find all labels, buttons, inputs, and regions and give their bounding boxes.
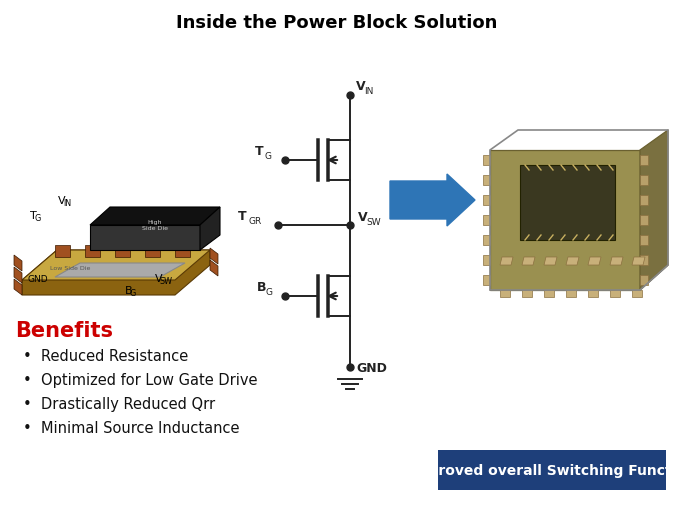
Polygon shape xyxy=(522,258,535,266)
Polygon shape xyxy=(55,264,185,277)
Text: SW: SW xyxy=(366,218,381,227)
Text: GND: GND xyxy=(27,274,48,283)
Text: T: T xyxy=(255,145,264,158)
Polygon shape xyxy=(90,208,220,226)
Polygon shape xyxy=(483,195,490,206)
Polygon shape xyxy=(145,245,160,258)
Text: Improved overall Switching Function: Improved overall Switching Function xyxy=(408,463,674,477)
Text: •  Reduced Resistance: • Reduced Resistance xyxy=(23,348,188,363)
Text: G: G xyxy=(265,287,272,296)
Text: G: G xyxy=(130,288,136,297)
Polygon shape xyxy=(200,208,220,250)
Text: Benefits: Benefits xyxy=(15,320,113,340)
Polygon shape xyxy=(175,245,190,258)
Polygon shape xyxy=(90,226,200,250)
Polygon shape xyxy=(610,258,623,266)
Polygon shape xyxy=(22,250,210,295)
Polygon shape xyxy=(632,258,645,266)
Polygon shape xyxy=(14,256,22,272)
Text: IN: IN xyxy=(364,87,373,96)
Text: SW: SW xyxy=(160,276,173,285)
Text: V: V xyxy=(356,80,365,93)
Text: G: G xyxy=(35,214,41,223)
FancyArrow shape xyxy=(390,175,475,227)
Text: Low Side Die: Low Side Die xyxy=(50,266,90,271)
Text: B: B xyxy=(125,285,133,295)
Polygon shape xyxy=(500,290,510,297)
Polygon shape xyxy=(500,258,513,266)
Text: •  Drastically Reduced Qrr: • Drastically Reduced Qrr xyxy=(23,396,215,411)
Text: IN: IN xyxy=(63,198,71,208)
Text: GR: GR xyxy=(248,217,262,226)
Polygon shape xyxy=(210,261,218,276)
Polygon shape xyxy=(14,279,22,295)
Polygon shape xyxy=(640,235,648,245)
Polygon shape xyxy=(520,166,615,240)
Text: V: V xyxy=(58,195,65,206)
Text: T: T xyxy=(30,211,37,221)
Polygon shape xyxy=(640,275,648,285)
Text: High
Side Die: High Side Die xyxy=(142,220,168,230)
Polygon shape xyxy=(610,290,620,297)
Text: •  Optimized for Low Gate Drive: • Optimized for Low Gate Drive xyxy=(23,372,257,387)
Polygon shape xyxy=(115,245,130,258)
Text: V: V xyxy=(155,274,162,283)
Text: •  Minimal Source Inductance: • Minimal Source Inductance xyxy=(23,420,239,435)
Polygon shape xyxy=(566,258,579,266)
Polygon shape xyxy=(85,245,100,258)
Polygon shape xyxy=(490,266,668,290)
Polygon shape xyxy=(544,290,554,297)
FancyBboxPatch shape xyxy=(438,450,666,490)
Polygon shape xyxy=(483,235,490,245)
Polygon shape xyxy=(483,156,490,166)
Text: G: G xyxy=(264,152,271,161)
Polygon shape xyxy=(483,216,490,226)
Polygon shape xyxy=(490,150,640,290)
Text: T: T xyxy=(238,210,247,223)
Text: V: V xyxy=(358,211,367,224)
Polygon shape xyxy=(588,290,598,297)
Polygon shape xyxy=(640,176,648,186)
Polygon shape xyxy=(483,256,490,266)
Polygon shape xyxy=(640,131,668,290)
Polygon shape xyxy=(55,245,70,258)
Polygon shape xyxy=(640,156,648,166)
Polygon shape xyxy=(22,250,210,280)
Polygon shape xyxy=(632,290,642,297)
Polygon shape xyxy=(640,256,648,266)
Polygon shape xyxy=(588,258,601,266)
Polygon shape xyxy=(640,195,648,206)
Polygon shape xyxy=(483,176,490,186)
Text: Inside the Power Block Solution: Inside the Power Block Solution xyxy=(177,14,497,32)
Text: B: B xyxy=(257,280,266,293)
Polygon shape xyxy=(522,290,532,297)
Polygon shape xyxy=(640,216,648,226)
Polygon shape xyxy=(14,268,22,283)
Polygon shape xyxy=(566,290,576,297)
Polygon shape xyxy=(210,248,218,265)
Polygon shape xyxy=(483,275,490,285)
Text: GND: GND xyxy=(356,361,387,374)
Polygon shape xyxy=(544,258,557,266)
